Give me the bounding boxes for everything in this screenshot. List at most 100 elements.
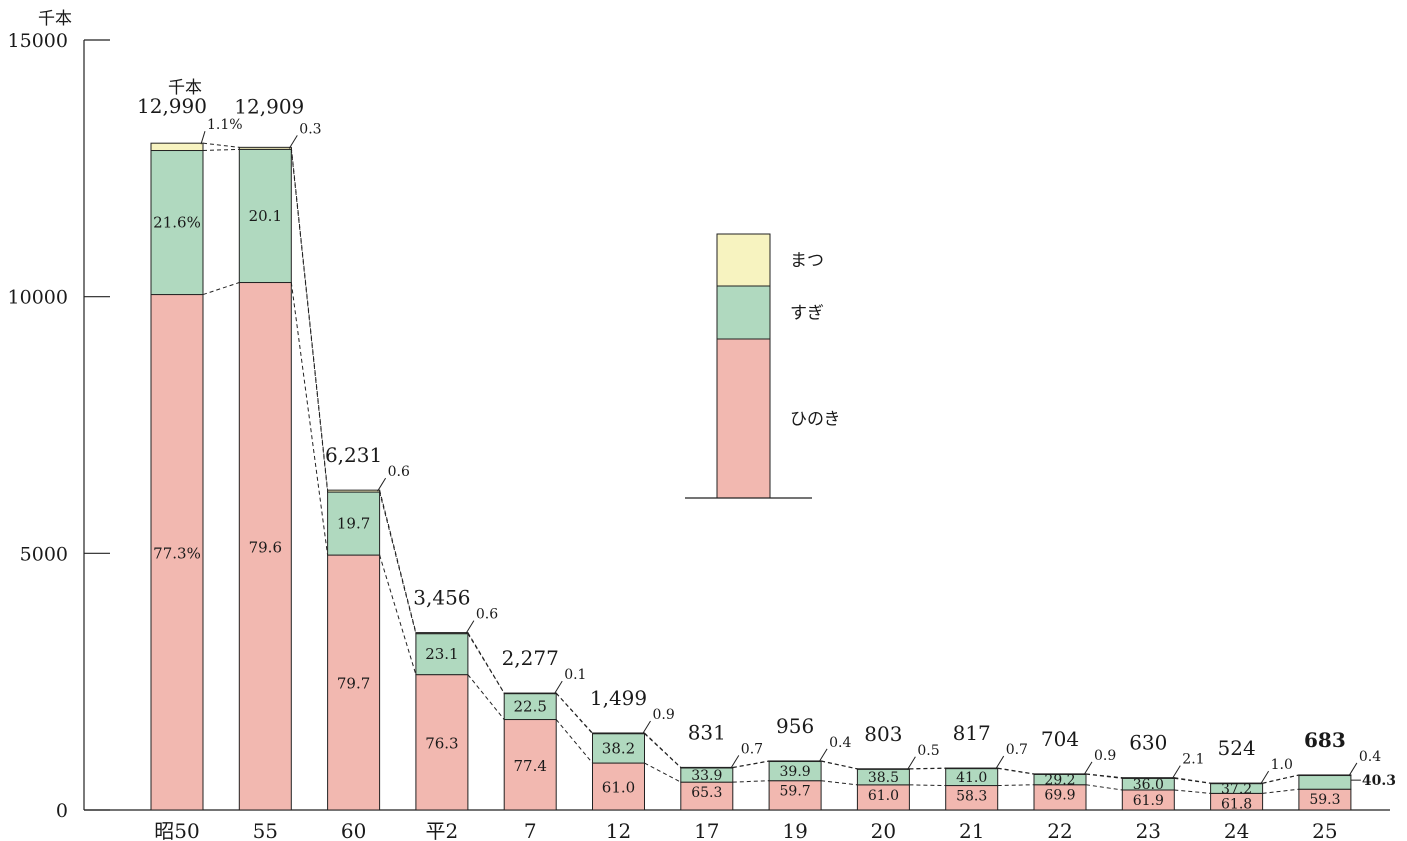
sugi-percent-label: 40.3 [1362, 773, 1396, 789]
hinoki-percent-label: 76.3 [425, 734, 458, 752]
total-value-label: 3,456 [413, 586, 470, 610]
matsu-leader-line [1171, 765, 1181, 779]
bar-segment-すぎ [415, 633, 469, 676]
sugi-percent-label: 29.2 [1044, 772, 1075, 788]
bar-segment-ひのき [680, 781, 734, 811]
sugi-percent-label: 33.9 [691, 768, 722, 784]
hinoki-percent-label: 65.3 [691, 785, 722, 801]
connector-line [644, 732, 682, 768]
total-value-label: 831 [688, 720, 726, 744]
x-category-label: 昭50 [154, 819, 199, 841]
y-tick-label: 10000 [8, 287, 68, 309]
connector-line [202, 142, 240, 148]
matsu-percent-label: 0.9 [653, 707, 675, 723]
hinoki-percent-label: 59.7 [780, 784, 811, 800]
matsu-leader-line [995, 755, 1005, 770]
bar-segment-まつ [327, 489, 381, 493]
connector-line [379, 554, 417, 675]
sugi-percent-label: 38.2 [602, 739, 635, 757]
sugi-percent-label: 23.1 [425, 645, 458, 663]
matsu-percent-label: 0.6 [476, 607, 498, 623]
bar-segment-まつ [1210, 782, 1264, 785]
bar-segment-ひのき [856, 784, 910, 811]
x-category-label: 19 [782, 819, 807, 841]
bar-segment-まつ [1033, 773, 1087, 775]
connector-lines [202, 142, 1300, 794]
connector-line [202, 148, 240, 152]
x-category-label: 21 [959, 819, 984, 841]
connector-line [467, 674, 505, 720]
connector-line [732, 760, 770, 768]
connector-line [909, 767, 946, 770]
connector-line [909, 784, 946, 787]
matsu-leader-line [1348, 762, 1358, 777]
matsu-percent-label: 2.1 [1182, 752, 1204, 768]
bar-segment-まつ [503, 692, 557, 695]
sugi-percent-label: 20.1 [249, 207, 282, 225]
bar-segment-ひのき [503, 719, 557, 811]
y-axis-ticks: 15000 10000 5000 0 [8, 30, 110, 822]
sugi-percent-label: 21.6% [153, 214, 201, 232]
legend-swatch-すぎ [716, 285, 771, 340]
connector-line [1262, 788, 1299, 794]
matsu-leader-line [465, 620, 475, 634]
bar-segment-まつ [768, 760, 822, 763]
connector-line [555, 692, 593, 734]
total-value-label: 817 [953, 721, 991, 745]
legend-label: まつ [790, 251, 824, 271]
connector-line [732, 780, 770, 783]
y-tick-label: 5000 [20, 543, 68, 565]
legend-swatch-まつ [716, 233, 771, 287]
bar-segment-すぎ [503, 692, 557, 721]
hinoki-percent-label: 79.6 [249, 538, 282, 556]
hinoki-percent-label: 61.9 [1133, 793, 1164, 809]
legend-swatch-ひのき [716, 338, 771, 499]
hinoki-percent-label: 77.3% [153, 544, 201, 562]
hinoki-percent-label: 61.0 [602, 779, 635, 797]
total-value-label: 803 [864, 722, 902, 746]
connector-line [821, 780, 858, 786]
matsu-leader-line [906, 756, 916, 771]
y-axis-unit-label: 千本 [38, 9, 72, 29]
connector-line [997, 784, 1035, 787]
x-category-label: 55 [253, 819, 278, 841]
connector-line [290, 147, 329, 491]
matsu-leader-line [1260, 770, 1270, 785]
bar-segment-まつ [856, 768, 910, 770]
connector-line [997, 767, 1035, 775]
matsu-percent-label: 0.9 [1094, 748, 1116, 764]
x-category-label: 平2 [426, 819, 459, 841]
matsu-leader-line [818, 748, 828, 763]
bar-segment-ひのき [415, 674, 469, 811]
matsu-percent-label: 0.4 [829, 735, 851, 751]
total-unit-label: 千本 [168, 78, 202, 98]
matsu-percent-label: 0.4 [1359, 749, 1381, 765]
legend-label: ひのき [790, 410, 841, 430]
hinoki-percent-label: 79.7 [337, 675, 370, 693]
bar-segment-まつ [238, 146, 292, 150]
bar-segment-ひのき [768, 780, 822, 811]
total-value-label: 12,990 [137, 94, 207, 118]
connector-line [1174, 777, 1211, 784]
bar-segment-まつ [680, 766, 734, 769]
matsu-leader-line [642, 720, 651, 735]
matsu-percent-label: 0.6 [388, 464, 410, 480]
total-value-label: 630 [1129, 731, 1167, 755]
sugi-percent-label: 19.7 [337, 515, 370, 533]
bar-segment-まつ [945, 767, 999, 770]
x-category-label: 60 [341, 819, 366, 841]
matsu-percent-label: 0.7 [741, 741, 763, 757]
bar-segment-すぎ [327, 491, 381, 556]
matsu-percent-label: 0.1 [564, 667, 586, 683]
bar-segment-ひのき [945, 785, 999, 811]
bar-segment-まつ [150, 142, 204, 152]
sugi-percent-label: 37.2 [1221, 781, 1252, 797]
connector-line [644, 762, 682, 783]
hinoki-percent-label: 77.4 [513, 757, 546, 775]
hinoki-percent-label: 61.8 [1221, 796, 1252, 812]
hinoki-percent-label: 58.3 [956, 789, 987, 805]
x-category-label: 17 [694, 819, 719, 841]
total-value-label: 6,231 [325, 443, 382, 467]
